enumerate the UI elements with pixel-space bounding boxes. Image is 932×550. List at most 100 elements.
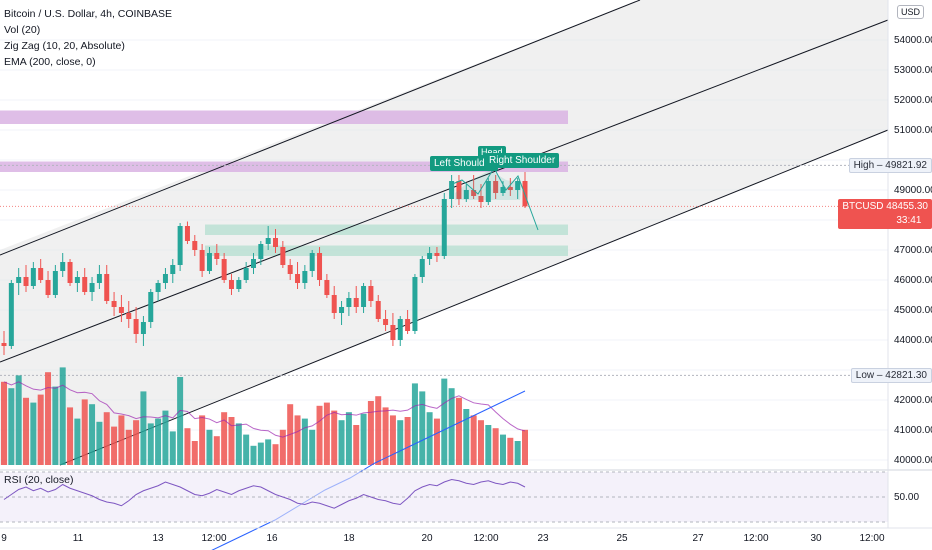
- volume-bar: [507, 437, 514, 465]
- candle-body: [295, 274, 301, 283]
- candle-body: [368, 286, 374, 301]
- candle-body: [441, 199, 447, 256]
- indicator-zigzag[interactable]: Zig Zag (10, 20, Absolute): [4, 40, 125, 52]
- candle-body: [16, 277, 22, 283]
- candle-body: [23, 277, 29, 286]
- volume-bar: [485, 425, 492, 465]
- indicator-volume[interactable]: Vol (20): [4, 24, 41, 36]
- price-tick-label: 54000.00: [894, 35, 932, 46]
- last-price-value: 48455.30: [886, 201, 928, 212]
- price-tick-label: 40000.00: [894, 455, 932, 466]
- candle-body: [228, 280, 234, 289]
- volume-bar: [382, 407, 389, 465]
- candle-body: [104, 274, 110, 301]
- candle-body: [273, 238, 279, 247]
- volume-bar: [419, 391, 426, 465]
- price-tick-label: 52000.00: [894, 95, 932, 106]
- volume-bar: [265, 439, 272, 465]
- chart-legend: Bitcoin / U.S. Dollar, 4h, COINBASE Vol …: [4, 6, 172, 70]
- right-shoulder-label[interactable]: Right Shoulder: [485, 153, 560, 168]
- channel-bottom-line: [59, 129, 889, 466]
- volume-bar: [522, 429, 528, 465]
- candle-body: [52, 271, 58, 295]
- volume-bar: [309, 429, 316, 465]
- candle-body: [30, 268, 36, 286]
- pattern-fill: [455, 170, 522, 200]
- candle-body: [89, 283, 95, 292]
- time-tick-label: 13: [152, 533, 164, 544]
- candle-body: [419, 259, 425, 277]
- time-tick-label: 25: [616, 533, 628, 544]
- candle-body: [309, 253, 315, 271]
- volume-bar: [257, 442, 264, 465]
- volume-bar: [345, 412, 352, 465]
- candle-body: [324, 280, 330, 295]
- volume-bar: [294, 415, 301, 465]
- volume-bar: [191, 441, 198, 465]
- rsi-legend[interactable]: RSI (20, close): [4, 474, 74, 486]
- low-value: 42821.30: [885, 370, 927, 381]
- high-price-tag: High – 49821.92: [848, 158, 932, 173]
- volume-bar: [375, 396, 382, 465]
- volume-bar: [272, 444, 279, 465]
- time-tick-label: 16: [266, 533, 278, 544]
- volume-bar: [147, 423, 154, 465]
- volume-bar: [96, 421, 103, 465]
- candle-body: [383, 319, 389, 325]
- volume-bar: [15, 375, 22, 465]
- volume-bar: [360, 413, 367, 465]
- volume-bar: [499, 434, 506, 465]
- price-tick-label: 53000.00: [894, 65, 932, 76]
- resistance-zone: [0, 161, 568, 172]
- volume-bar: [125, 429, 132, 465]
- candle-body: [82, 277, 88, 292]
- candle-body: [331, 295, 337, 313]
- candle-body: [236, 280, 242, 289]
- volume-bar: [316, 405, 323, 465]
- volume-bar: [331, 410, 338, 465]
- volume-bar: [23, 397, 30, 465]
- candle-body: [177, 226, 183, 265]
- volume-bar: [411, 383, 418, 465]
- candle-body: [192, 241, 198, 250]
- candle-body: [199, 250, 205, 271]
- candle-body: [507, 187, 513, 190]
- volume-bar: [162, 410, 169, 465]
- candle-body: [148, 292, 154, 322]
- volume-bar: [81, 399, 88, 465]
- price-tick-label: 44000.00: [894, 335, 932, 346]
- candle-body: [434, 253, 440, 256]
- volume-bar: [74, 418, 81, 465]
- volume-bar: [111, 426, 118, 465]
- symbol-title[interactable]: Bitcoin / U.S. Dollar, 4h, COINBASE: [4, 8, 173, 20]
- candle-body: [74, 277, 80, 283]
- time-tick-label: 20: [421, 533, 433, 544]
- candle-body: [375, 301, 381, 319]
- low-price-tag: Low – 42821.30: [850, 368, 932, 383]
- time-tick-label: 12:00: [743, 533, 768, 544]
- candle-body: [500, 187, 506, 193]
- volume-bar: [367, 401, 374, 465]
- candle-body: [515, 181, 521, 190]
- candle-body: [126, 313, 132, 319]
- candle-body: [478, 196, 484, 202]
- candle-body: [280, 247, 286, 265]
- volume-bar: [52, 386, 59, 465]
- candle-body: [162, 274, 168, 283]
- candle-body: [1, 343, 7, 346]
- candle-body: [390, 325, 396, 340]
- rsi-tick-label: 50.00: [894, 492, 919, 503]
- volume-bar: [8, 388, 15, 465]
- indicator-ema[interactable]: EMA (200, close, 0): [4, 56, 96, 68]
- candle-body: [221, 259, 227, 280]
- currency-badge[interactable]: USD: [896, 5, 924, 19]
- candle-body: [427, 253, 433, 259]
- high-label: High: [853, 160, 875, 171]
- candle-body: [397, 319, 403, 340]
- candle-body: [111, 301, 117, 307]
- volume-bar: [338, 420, 345, 465]
- candle-body: [485, 181, 491, 202]
- candle-body: [471, 190, 477, 196]
- left-shoulder-label[interactable]: Left Shoulder: [430, 156, 498, 171]
